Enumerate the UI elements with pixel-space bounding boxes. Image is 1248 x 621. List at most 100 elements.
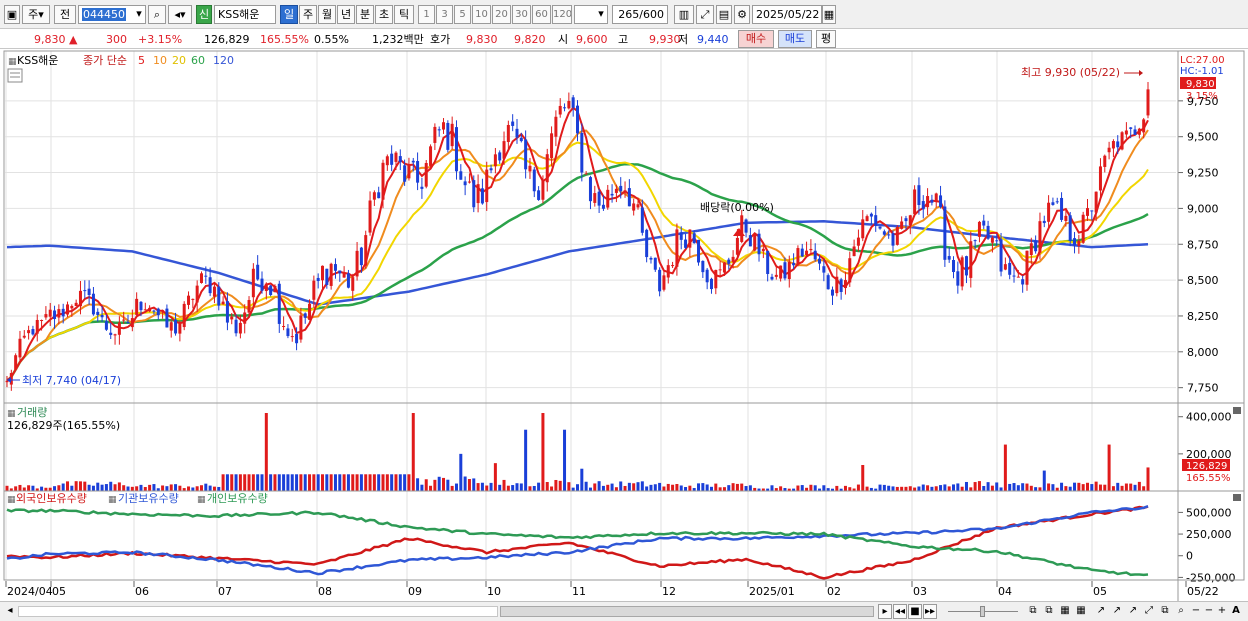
gear-icon[interactable]: ⚙ [734,5,750,24]
legend-ma-label[interactable]: 종가 단순 [83,54,127,67]
calendar-icon[interactable]: ▦ [822,5,836,24]
tab-period-day[interactable]: 일 [280,5,298,24]
holdings-panel-close-icon[interactable] [1233,494,1241,501]
search-icon[interactable]: ⌕ [1178,605,1184,616]
chevron-down-icon[interactable]: ▾ [136,7,142,20]
volume-bar [429,485,433,491]
sell-button[interactable]: 매도 [778,30,812,48]
volume-bar [260,474,264,491]
chevron-down-icon[interactable]: ▾ [598,7,604,20]
y-tick-label: 250,000 [1186,528,1232,541]
zoom-slider-handle[interactable] [980,606,985,617]
volume-bar [580,468,584,491]
interval-5[interactable]: 5 [454,5,471,24]
tab-period-tick[interactable]: 틱 [394,5,414,24]
minus-icon[interactable]: − [1204,605,1214,616]
volume-bar [247,474,251,491]
interval-120[interactable]: 120 [552,5,572,24]
stop-icon[interactable]: ■ [908,604,922,619]
legend-foreign[interactable]: 외국인보유수량 [16,492,87,505]
tab-period-year[interactable]: 년 [337,5,355,24]
volume-value-tag-text: 126,829 [1186,461,1227,472]
grid-icon[interactable]: ▦ [1076,605,1086,616]
jeon-button[interactable]: 전 [54,5,76,24]
interval-1[interactable]: 1 [418,5,435,24]
window-icon[interactable]: ▣ [4,5,20,24]
new-badge[interactable]: 신 [196,5,212,24]
interval-60[interactable]: 60 [532,5,551,24]
fast-forward-icon[interactable]: ▸▸ [923,604,937,619]
volume-panel-close-icon[interactable] [1233,407,1241,414]
trend-icon[interactable]: ↗ [1112,605,1122,616]
date-input[interactable]: 2025/05/22 [752,5,822,24]
layout-icon[interactable]: ⧉ [1045,605,1053,616]
candle-body [748,235,752,247]
tab-period-second[interactable]: 초 [375,5,393,24]
volume-bar [230,474,234,491]
eval-button[interactable]: 평 [816,30,836,48]
zoom-out-icon[interactable]: − [1191,605,1201,616]
volume-legend-marker: ▦ [7,409,16,419]
save-icon[interactable]: ▤ [716,5,732,24]
layout-icon[interactable]: ⧉ [1029,605,1037,616]
legend-stock-name[interactable]: KSS해운 [17,53,58,67]
period-select[interactable]: 주▾ [22,5,50,24]
interval-custom-input[interactable] [574,5,608,24]
zoom-in-icon[interactable]: + [1217,605,1227,616]
scrollbar-track[interactable] [18,606,498,617]
volume-bar [895,486,899,491]
candle-body [563,107,567,109]
tab-period-minute[interactable]: 분 [356,5,374,24]
font-size-icon[interactable]: A [1232,605,1240,616]
rewind-icon[interactable]: ◂◂ [893,604,907,619]
grid-icon[interactable]: ▦ [1060,605,1070,616]
legend-ma120[interactable]: 120 [213,54,234,67]
stock-name-field[interactable]: KSS해운 [214,5,276,24]
volume-bar [1085,482,1089,491]
candle-body [269,285,273,296]
trend-icon[interactable]: ↗ [1096,605,1106,616]
buy-button[interactable]: 매수 [738,30,774,48]
volume-bar [61,483,65,491]
volume-bar [606,484,610,491]
chart-type-icon[interactable]: ▥ [674,5,694,24]
legend-ma60[interactable]: 60 [191,54,205,67]
count-field[interactable]: 265/600 [612,5,668,24]
volume-title[interactable]: 거래량 [17,406,47,419]
scroll-right-icon[interactable]: ▸ [878,604,892,619]
volume-bar [225,474,229,491]
candle-body [459,171,463,180]
candle-body [1064,215,1068,222]
search-icon[interactable]: ⌕ [148,5,166,24]
interval-30[interactable]: 30 [512,5,531,24]
dividend-annotation: 배당락(0.00%) [700,201,774,214]
draw-tool-icon[interactable]: ⤢ [696,5,714,24]
volume-bar [658,482,662,491]
tab-period-month[interactable]: 월 [318,5,336,24]
low-label: 저 [678,33,689,46]
interval-3[interactable]: 3 [436,5,453,24]
stock-chart[interactable]: ▦ KSS해운 종가 단순 5 10 20 60 120 최고 9,930 (0… [0,50,1248,601]
candle-body [433,126,437,143]
volume-bar [554,479,558,491]
chart-options-icon[interactable] [7,68,23,83]
scrollbar-thumb[interactable] [500,606,874,617]
code-input[interactable]: 044450 [78,5,146,24]
candle-body [934,193,938,202]
trend-icon[interactable]: ↗ [1128,605,1138,616]
candle-body [1146,89,1150,116]
interval-20[interactable]: 20 [492,5,511,24]
legend-ma5[interactable]: 5 [138,54,145,67]
legend-ma10[interactable]: 10 [153,54,167,67]
copy-icon[interactable]: ⧉ [1161,605,1169,616]
legend-individual[interactable]: 개인보유수량 [207,492,268,505]
legend-institution[interactable]: 기관보유수량 [118,492,179,505]
candle-body [18,338,22,358]
scroll-left-icon[interactable]: ◂ [7,605,13,616]
legend-ma20[interactable]: 20 [172,54,186,67]
interval-10[interactable]: 10 [472,5,491,24]
volume-bar [986,482,990,491]
ratio-icon[interactable]: ⤢ [1145,605,1153,616]
tab-period-week[interactable]: 주 [299,5,317,24]
speaker-icon[interactable]: ◂▾ [168,5,192,24]
